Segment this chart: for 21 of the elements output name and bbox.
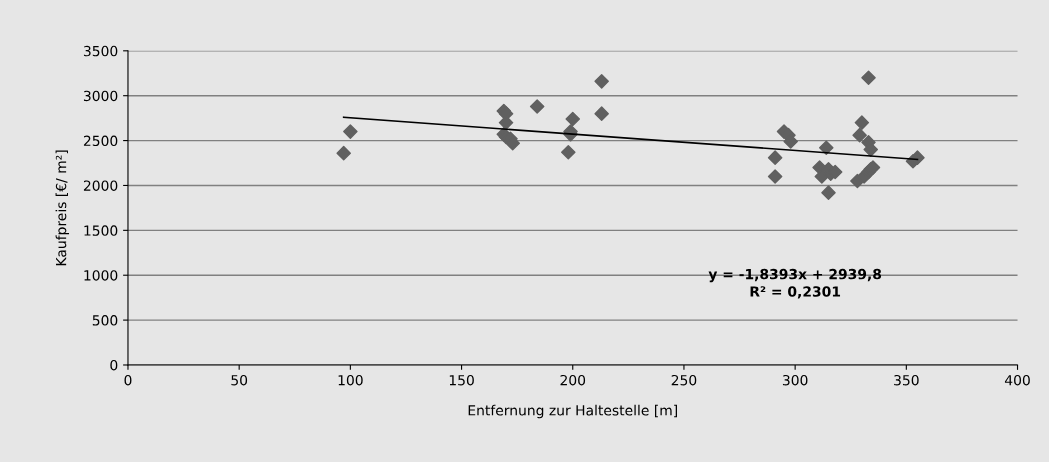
y-tick-label: 500 bbox=[92, 315, 118, 326]
y-tick-label: 3500 bbox=[83, 45, 118, 57]
y-tick-label: 1000 bbox=[84, 270, 118, 281]
y-tick-label: 0 bbox=[110, 359, 118, 371]
x-tick-label: 200 bbox=[560, 374, 586, 386]
y-tick-label: 1500 bbox=[84, 225, 118, 236]
annotation: y = -1,8393x + 2939,8 bbox=[708, 268, 882, 283]
x-tick-label: 350 bbox=[894, 374, 919, 386]
y-tick-label: 3000 bbox=[83, 90, 118, 102]
x-axis-title: Entfernung zur Haltestelle [m] bbox=[468, 404, 677, 419]
y-tick-label: 2500 bbox=[83, 135, 118, 147]
y-axis-title: Kaufpreis [€/ m²] bbox=[55, 150, 70, 266]
y-tick-label: 2000 bbox=[83, 180, 118, 191]
x-tick-label: 300 bbox=[782, 374, 808, 386]
annotation: R² = 0,2301 bbox=[750, 286, 841, 299]
x-tick-label: 400 bbox=[1004, 374, 1030, 386]
x-tick-label: 250 bbox=[671, 374, 697, 386]
x-tick-label: 0 bbox=[124, 374, 132, 386]
x-tick-label: 150 bbox=[449, 374, 474, 386]
x-tick-label: 50 bbox=[231, 374, 248, 386]
x-tick-label: 100 bbox=[338, 374, 363, 386]
